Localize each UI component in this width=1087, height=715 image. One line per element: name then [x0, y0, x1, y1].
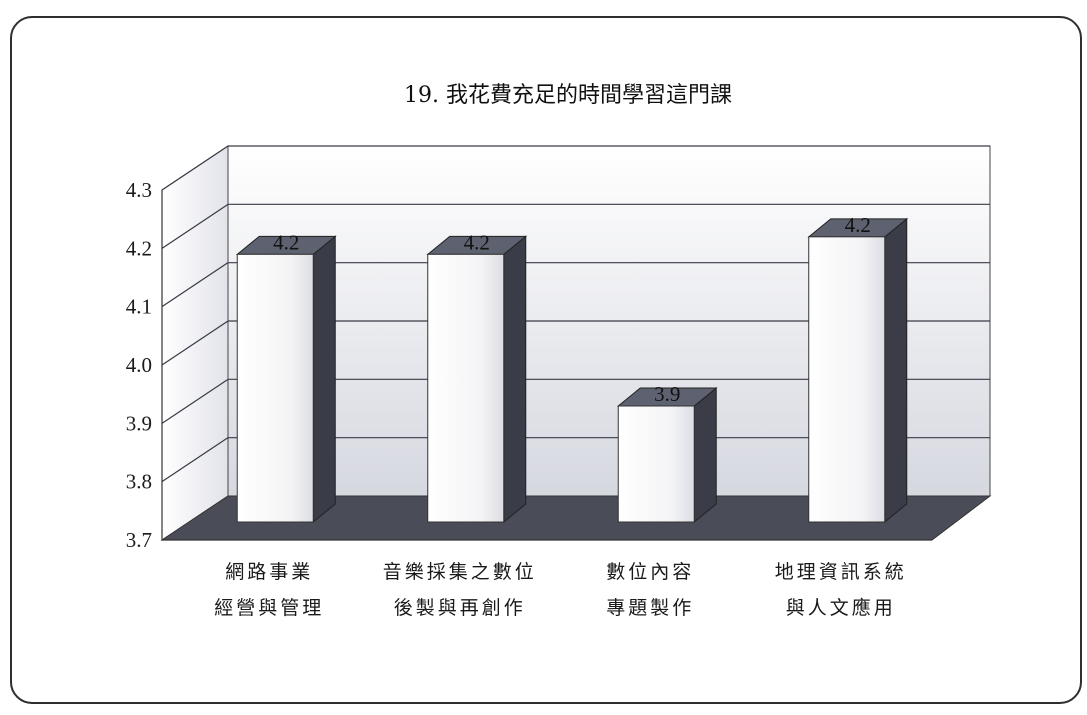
y-tick-label: 3.7: [126, 528, 152, 552]
x-tick-label: 後製與再創作: [394, 597, 526, 619]
gridline-side: [161, 145, 229, 191]
y-tick-label: 4.3: [126, 178, 152, 202]
bar-side: [884, 217, 908, 524]
data-label: 4.2: [273, 230, 299, 254]
bar-side: [312, 235, 336, 524]
gridline-side: [161, 203, 229, 249]
gridline-side: [161, 437, 229, 483]
y-tick-label: 3.9: [126, 411, 152, 435]
bar-side: [503, 235, 527, 524]
bar: [236, 253, 314, 523]
gridline-side: [161, 320, 229, 366]
bar: [808, 236, 886, 523]
bar: [427, 253, 505, 523]
x-tick-label: 網路事業: [225, 561, 313, 583]
data-label: 4.2: [845, 213, 871, 237]
y-tick-label: 4.2: [126, 236, 152, 260]
x-tick-label: 地理資訊系統: [775, 561, 907, 583]
x-tick-label: 數位內容: [606, 561, 694, 583]
data-label: 3.9: [654, 382, 680, 406]
bar-side: [693, 386, 717, 524]
gridline-side: [161, 262, 229, 308]
x-tick-label: 專題製作: [606, 597, 694, 619]
data-label: 4.2: [464, 230, 490, 254]
y-tick-label: 4.1: [126, 295, 152, 319]
x-tick-label: 音樂採集之數位: [383, 561, 537, 583]
x-tick-label: 與人文應用: [786, 596, 896, 619]
x-tick-label: 經營與管理: [214, 597, 324, 619]
chart-title: 19. 我花費充足的時間學習這門課: [404, 83, 732, 108]
bar: [617, 405, 695, 523]
y-tick-label: 4.0: [126, 353, 152, 377]
gridline-side: [161, 378, 229, 424]
y-tick-label: 3.8: [126, 470, 152, 494]
